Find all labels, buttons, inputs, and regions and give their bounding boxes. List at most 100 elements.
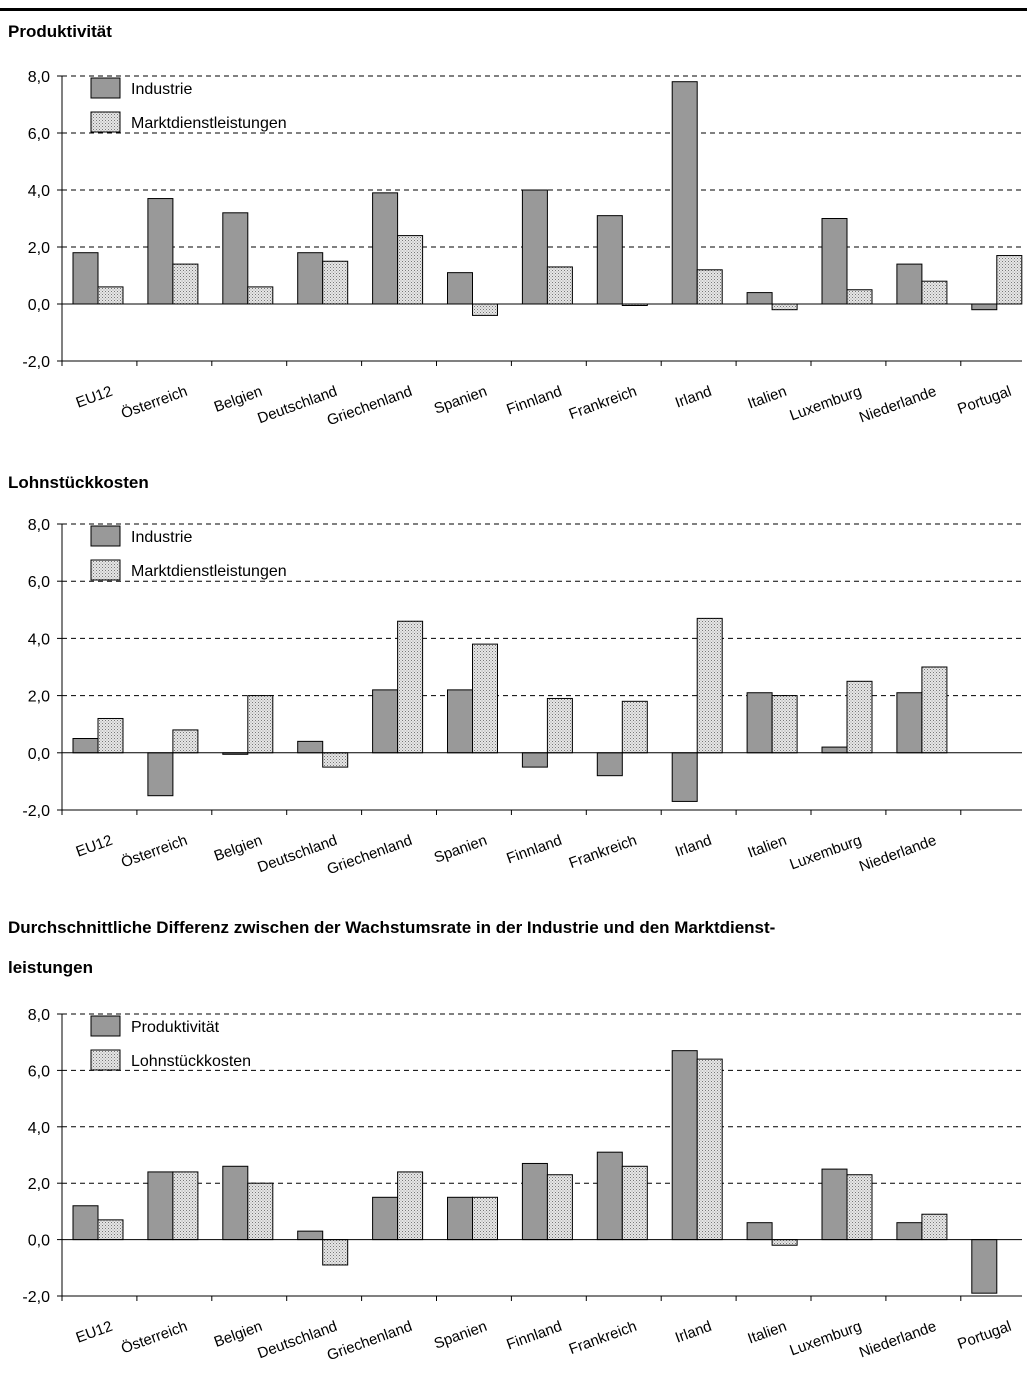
x-tick-label-spanien: Spanien — [432, 1318, 490, 1353]
bar-lohnstuckkosten-frankreich — [621, 1165, 648, 1241]
y-tick-label: 6,0 — [28, 126, 50, 143]
y-tick-label: 8,0 — [28, 1007, 50, 1024]
bar-produktivitat-deutschland — [297, 1230, 324, 1241]
bar-industrie-spanien — [447, 689, 473, 754]
legend: Industrie Marktdienstleistungen — [90, 77, 287, 133]
legend-label-lohnstuckkosten: Lohnstückkosten — [131, 1053, 251, 1070]
bars — [72, 617, 948, 802]
y-tick-label: 8,0 — [28, 517, 50, 534]
bar-marktdienstleistungen-niederlande — [921, 280, 948, 305]
y-tick-label: 6,0 — [28, 574, 50, 591]
x-tick-label-frankreich: Frankreich — [567, 1318, 639, 1358]
bar-marktdienstleistungen-finnland — [546, 697, 573, 754]
legend-swatch-lohnstuckkosten — [90, 1049, 121, 1071]
y-tick-label: -2,0 — [22, 354, 50, 371]
chart-title-lohnstueckkosten: Lohnstückkosten — [8, 473, 149, 492]
bar-industrie-italien — [746, 292, 773, 305]
x-tick-label-portugal: Portugal — [955, 383, 1013, 418]
legend-swatch-industrie — [90, 77, 121, 99]
x-tick-label-irland: Irland — [673, 1318, 714, 1347]
x-tick-label-finnland: Finnland — [504, 1318, 564, 1354]
chart-title-differenz-line2: leistungen — [8, 958, 94, 977]
y-tick-label: 2,0 — [28, 689, 50, 706]
legend: Produktivität Lohnstückkosten — [90, 1015, 251, 1071]
legend-label-industrie: Industrie — [131, 81, 192, 98]
bar-marktdienstleistungen-irland — [696, 617, 723, 754]
bar-marktdienstleistungen-deutschland — [322, 752, 349, 768]
legend-label-industrie: Industrie — [131, 529, 192, 546]
bar-produktivitat-niederlande — [896, 1222, 923, 1241]
bar-produktivitat-osterreich — [147, 1171, 174, 1241]
bar-marktdienstleistungen-portugal — [996, 255, 1023, 305]
x-tick-label-griechenland: Griechenland — [325, 1318, 415, 1364]
x-tick-label-italien: Italien — [745, 832, 788, 862]
x-tick-label-niederlande: Niederlande — [857, 1318, 939, 1362]
x-tick-label-irland: Irland — [673, 832, 714, 861]
x-tick-label-finnland: Finnland — [504, 832, 564, 868]
bar-industrie-luxemburg — [821, 746, 848, 754]
bar-industrie-osterreich — [147, 198, 174, 305]
bar-marktdienstleistungen-luxemburg — [846, 289, 873, 305]
x-tick-label-frankreich: Frankreich — [567, 832, 639, 872]
x-tick-label-spanien: Spanien — [432, 832, 490, 867]
y-tick-label: 2,0 — [28, 1176, 50, 1193]
bar-industrie-spanien — [447, 272, 473, 305]
bar-lohnstuckkosten-belgien — [247, 1182, 274, 1241]
y-tick-label: 4,0 — [28, 631, 50, 648]
bar-industrie-eu12 — [72, 252, 99, 305]
y-tick-label: 0,0 — [28, 1233, 50, 1250]
legend-swatch-marktdienstleistungen — [90, 559, 121, 581]
x-tick-label-frankreich: Frankreich — [567, 383, 639, 423]
legend-label-produktivitat: Produktivität — [131, 1019, 220, 1036]
bar-industrie-griechenland — [372, 689, 399, 754]
x-tick-label-niederlande: Niederlande — [857, 383, 939, 427]
bar-industrie-finnland — [521, 189, 548, 305]
bars — [72, 1050, 998, 1294]
y-tick-label: 4,0 — [28, 1120, 50, 1137]
x-tick-label-spanien: Spanien — [432, 383, 490, 418]
top-rule — [0, 8, 1027, 11]
bar-industrie-niederlande — [896, 263, 923, 305]
bar-lohnstuckkosten-niederlande — [921, 1213, 948, 1241]
bar-produktivitat-portugal — [971, 1239, 998, 1294]
bar-marktdienstleistungen-griechenland — [397, 620, 424, 754]
bar-marktdienstleistungen-italien — [771, 303, 798, 311]
bar-industrie-finnland — [521, 752, 548, 768]
x-tick-label-luxemburg: Luxemburg — [787, 383, 863, 425]
y-tick-label: -2,0 — [22, 1289, 50, 1306]
x-tick-label-osterreich: Österreich — [119, 831, 190, 872]
x-tick-label-italien: Italien — [745, 383, 788, 413]
bar-industrie-belgien — [222, 212, 249, 305]
bar-industrie-eu12 — [72, 738, 99, 754]
legend-swatch-industrie — [90, 525, 121, 547]
bar-industrie-niederlande — [896, 692, 923, 754]
bar-produktivitat-spanien — [447, 1196, 473, 1241]
bar-lohnstuckkosten-italien — [771, 1239, 798, 1246]
legend-label-marktdienstleistungen: Marktdienstleistungen — [131, 115, 287, 132]
y-tick-label: 8,0 — [28, 69, 50, 86]
bar-produktivitat-italien — [746, 1222, 773, 1241]
bar-marktdienstleistungen-niederlande — [921, 666, 948, 754]
bar-produktivitat-eu12 — [72, 1205, 99, 1241]
x-tick-label-osterreich: Österreich — [119, 382, 190, 423]
bar-lohnstuckkosten-deutschland — [322, 1239, 349, 1266]
bar-industrie-irland — [671, 752, 698, 802]
x-tick-label-osterreich: Österreich — [119, 1317, 190, 1358]
x-tick-label-finnland: Finnland — [504, 383, 564, 419]
bar-lohnstuckkosten-finnland — [546, 1174, 573, 1241]
bar-lohnstuckkosten-luxemburg — [846, 1174, 873, 1241]
bar-industrie-griechenland — [372, 192, 399, 305]
bar-industrie-luxemburg — [821, 218, 848, 305]
bar-marktdienstleistungen-luxemburg — [846, 680, 873, 754]
gridlines: 8,0 6,0 4,0 2,0 0,0 -2,0 — [22, 517, 1022, 820]
legend-swatch-marktdienstleistungen — [90, 111, 121, 133]
bar-produktivitat-frankreich — [596, 1151, 623, 1241]
bar-industrie-irland — [671, 81, 698, 305]
bar-produktivitat-belgien — [222, 1165, 249, 1241]
x-tick-label-luxemburg: Luxemburg — [787, 1318, 863, 1360]
bar-marktdienstleistungen-irland — [696, 269, 723, 305]
x-tick-label-eu12: EU12 — [74, 832, 115, 861]
